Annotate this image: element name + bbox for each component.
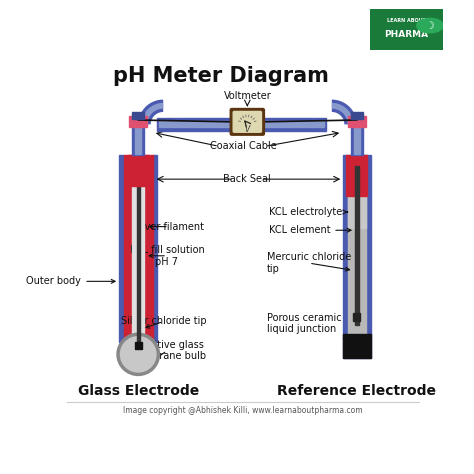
FancyBboxPatch shape bbox=[230, 109, 264, 135]
Bar bbox=[346, 155, 367, 196]
Text: pH Meter Diagram: pH Meter Diagram bbox=[113, 66, 329, 86]
Bar bbox=[159, 121, 324, 128]
Text: Mercuric chloride
tip: Mercuric chloride tip bbox=[267, 252, 351, 274]
Polygon shape bbox=[142, 103, 163, 124]
Bar bbox=[137, 159, 140, 323]
Bar bbox=[128, 155, 149, 186]
Polygon shape bbox=[138, 100, 163, 124]
Text: Image copyright @Abhishek Killi, www.learnaboutpharma.com: Image copyright @Abhishek Killi, www.lea… bbox=[123, 406, 363, 415]
Bar bbox=[132, 155, 145, 338]
Text: V: V bbox=[245, 125, 250, 134]
Bar bbox=[124, 155, 153, 342]
Text: ☽: ☽ bbox=[426, 20, 434, 31]
Ellipse shape bbox=[118, 334, 158, 374]
Bar bbox=[354, 313, 360, 321]
Bar bbox=[343, 334, 371, 358]
Bar bbox=[157, 118, 326, 131]
Text: KCL fill solution
pH 7: KCL fill solution pH 7 bbox=[129, 245, 204, 266]
Text: Outer body: Outer body bbox=[27, 276, 115, 286]
Text: Back Seal: Back Seal bbox=[223, 174, 271, 184]
Bar bbox=[348, 181, 365, 228]
Bar bbox=[348, 181, 365, 334]
Bar bbox=[132, 112, 144, 119]
Bar bbox=[135, 124, 141, 154]
Bar bbox=[351, 124, 363, 155]
Bar bbox=[347, 117, 366, 128]
Text: Sensitive glass
membrane bulb: Sensitive glass membrane bulb bbox=[128, 340, 206, 362]
Text: Voltmeter: Voltmeter bbox=[223, 91, 271, 101]
Bar bbox=[343, 155, 371, 358]
Text: Silver chloride tip: Silver chloride tip bbox=[120, 317, 206, 328]
Bar bbox=[355, 166, 358, 325]
Text: LEARN ABOUT: LEARN ABOUT bbox=[387, 18, 426, 23]
Polygon shape bbox=[332, 103, 354, 124]
Bar bbox=[153, 155, 157, 342]
Text: PHARMA: PHARMA bbox=[384, 30, 428, 39]
Text: Reference Electrode: Reference Electrode bbox=[277, 384, 436, 398]
Text: Silver filament: Silver filament bbox=[133, 222, 204, 232]
Text: KCL element: KCL element bbox=[269, 225, 351, 235]
Bar bbox=[137, 323, 140, 342]
Text: Porous ceramic
liquid junction: Porous ceramic liquid junction bbox=[267, 312, 347, 338]
Polygon shape bbox=[332, 100, 357, 124]
Bar bbox=[119, 155, 124, 342]
Text: KCL electrolyte: KCL electrolyte bbox=[269, 207, 347, 217]
FancyBboxPatch shape bbox=[233, 111, 262, 132]
Text: Coaxial Cable: Coaxial Cable bbox=[210, 141, 276, 151]
Bar bbox=[351, 112, 363, 119]
Bar bbox=[354, 124, 360, 154]
Bar bbox=[135, 342, 142, 349]
Circle shape bbox=[417, 18, 443, 33]
Bar bbox=[129, 117, 147, 128]
Bar bbox=[132, 124, 145, 155]
Text: Glass Electrode: Glass Electrode bbox=[78, 384, 199, 398]
